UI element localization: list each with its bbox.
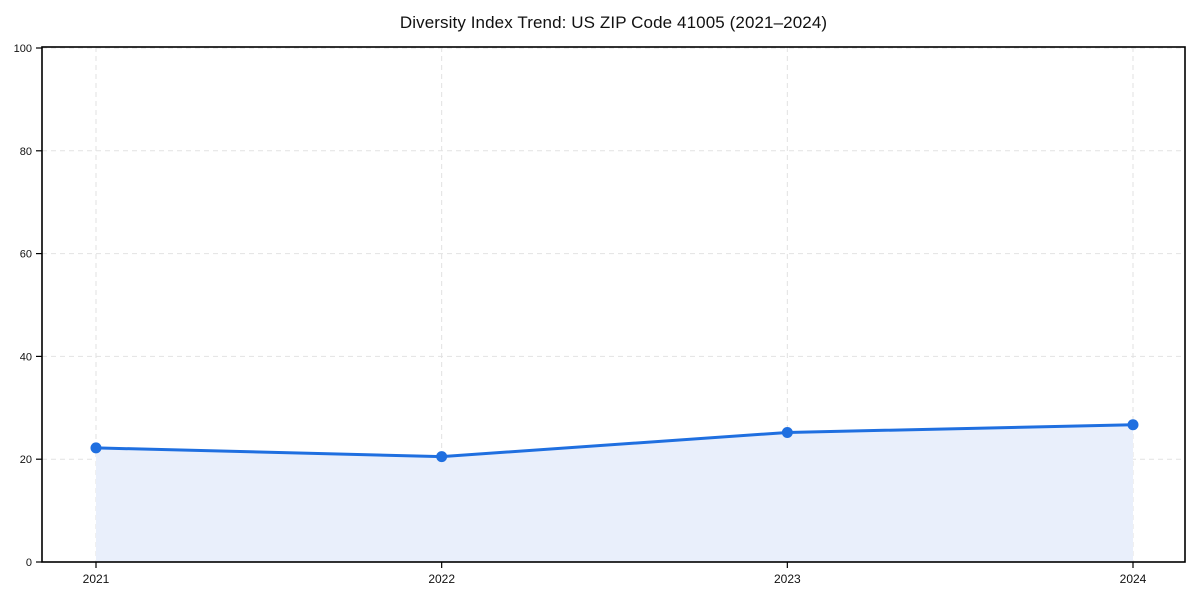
y-tick-label: 40 — [20, 351, 32, 363]
y-tick-label: 0 — [26, 557, 32, 569]
x-tick-label: 2021 — [83, 572, 110, 586]
plot-frame — [41, 46, 1186, 563]
y-tick-label: 100 — [14, 43, 32, 55]
y-tick-label: 80 — [20, 146, 32, 158]
data-point-2024 — [1127, 419, 1139, 431]
trend-line — [94, 423, 1135, 459]
x-tick-label: 2024 — [1120, 572, 1147, 586]
x-tick-label: 2022 — [428, 572, 455, 586]
data-point-2022 — [436, 451, 448, 463]
chart-title: Diversity Index Trend: US ZIP Code 41005… — [399, 13, 828, 32]
data-point-2021 — [90, 442, 102, 454]
y-tick-label: 20 — [20, 454, 32, 466]
data-point-2023 — [781, 426, 793, 438]
x-tick-label: 2023 — [774, 572, 801, 586]
area-fill — [96, 424, 1133, 562]
y-tick-label: 60 — [20, 249, 32, 261]
